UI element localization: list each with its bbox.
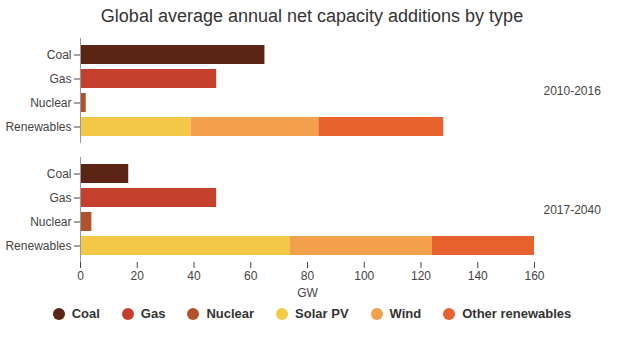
svg-text:160: 160 bbox=[524, 269, 544, 283]
svg-text:2010-2016: 2010-2016 bbox=[544, 84, 602, 98]
html-text:Global average annual net capa: Global average annual net capacity addit… bbox=[100, 6, 524, 26]
svg-text:Nuclear: Nuclear bbox=[30, 96, 71, 110]
svg-text:0: 0 bbox=[77, 269, 84, 283]
svg-text:60: 60 bbox=[244, 269, 258, 283]
html-text:Coal: Coal bbox=[71, 306, 100, 321]
svg-text:140: 140 bbox=[468, 269, 488, 283]
svg-text:100: 100 bbox=[354, 269, 374, 283]
svg-text:20: 20 bbox=[131, 269, 145, 283]
svg-text:40: 40 bbox=[187, 269, 201, 283]
html-text:Wind: Wind bbox=[389, 306, 422, 321]
svg-text:GW: GW bbox=[297, 286, 318, 300]
svg-text:Nuclear: Nuclear bbox=[30, 215, 71, 229]
html-text:Other renewables: Other renewables bbox=[462, 306, 572, 321]
svg-text:Gas: Gas bbox=[49, 72, 71, 86]
svg-text:Renewables: Renewables bbox=[5, 120, 71, 134]
svg-text:Renewables: Renewables bbox=[5, 239, 71, 253]
svg-text:Coal: Coal bbox=[47, 48, 72, 62]
html-text:Nuclear: Nuclear bbox=[206, 306, 255, 321]
svg-text:2017-2040: 2017-2040 bbox=[544, 203, 602, 217]
svg-text:80: 80 bbox=[301, 269, 315, 283]
html-text:Gas: Gas bbox=[140, 306, 166, 321]
html-text:Solar PV: Solar PV bbox=[295, 306, 349, 321]
svg-text:Coal: Coal bbox=[47, 167, 72, 181]
svg-text:120: 120 bbox=[411, 269, 431, 283]
svg-text:Gas: Gas bbox=[49, 191, 71, 205]
